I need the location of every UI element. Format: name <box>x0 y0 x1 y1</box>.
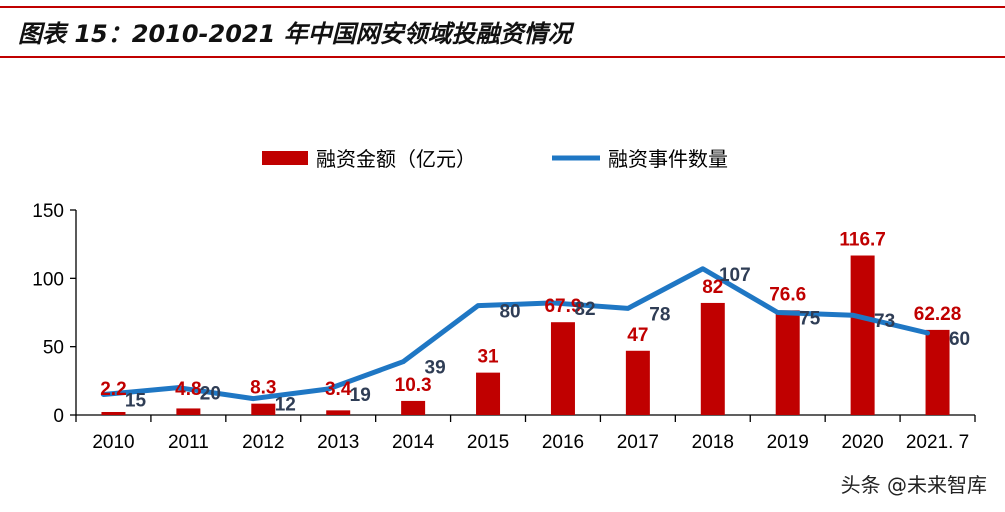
bar-value-label: 31 <box>477 347 499 368</box>
bar-value-label: 3.4 <box>325 379 352 400</box>
line-value-label: 20 <box>200 384 221 405</box>
line-value-label: 60 <box>949 329 970 350</box>
bar-value-label: 67.9 <box>544 296 581 317</box>
legend: 融资金额（亿元） 融资事件数量 <box>262 147 728 171</box>
y-tick-label: 100 <box>32 269 64 290</box>
y-tick-label: 0 <box>53 406 64 427</box>
title-rule <box>0 56 1005 58</box>
line-value-label: 39 <box>425 358 446 379</box>
bar-value-label: 2.2 <box>100 379 126 400</box>
bar-value-label: 116.7 <box>839 230 886 251</box>
count-series-line <box>100 266 931 402</box>
y-tick-label: 150 <box>32 201 64 222</box>
line-value-label: 75 <box>799 309 821 330</box>
bar-value-label: 8.3 <box>250 378 276 399</box>
line-value-label: 15 <box>125 391 147 412</box>
bar-value-label: 62.28 <box>914 304 962 325</box>
bar <box>476 372 501 415</box>
watermark: 头条 @未来智库 <box>840 473 987 497</box>
figure-title: 图表 15：2010-2021 年中国网安领域投融资情况 <box>18 20 572 48</box>
legend-label-bar: 融资金额（亿元） <box>316 147 476 171</box>
x-tick-label: 2021. 7 <box>906 432 969 453</box>
bar <box>401 400 426 415</box>
x-tick-label: 2011 <box>168 432 209 453</box>
bar <box>700 302 725 415</box>
legend-swatch-bar <box>262 151 308 165</box>
bar-value-label: 76.6 <box>769 284 806 305</box>
bar <box>850 255 875 415</box>
x-tick-label: 2010 <box>92 432 134 453</box>
line-value-label: 78 <box>649 304 670 325</box>
bar <box>775 310 800 415</box>
bar-value-label: 82 <box>702 277 723 298</box>
line-value-label: 107 <box>719 265 751 286</box>
x-tick-label: 2018 <box>692 432 734 453</box>
line-value-label: 73 <box>874 311 895 332</box>
bar <box>176 408 201 415</box>
line-value-label: 19 <box>350 385 371 406</box>
line-value-label: 12 <box>275 395 296 416</box>
data-labels: 2.2 4.8 8.3 3.4 10.3 31 67.9 47 82 76.6 116.7 62.28… <box>100 230 970 416</box>
count-line <box>100 266 931 402</box>
bar <box>101 411 126 415</box>
bars <box>101 255 950 415</box>
x-tick-label: 2015 <box>467 432 509 453</box>
bar <box>550 322 575 415</box>
x-tick-label: 2012 <box>242 432 284 453</box>
bar <box>326 410 351 415</box>
x-tick-label: 2016 <box>542 432 584 453</box>
line-value-label: 82 <box>574 299 595 320</box>
bar-value-label: 47 <box>627 325 648 346</box>
line-value-label: 80 <box>499 302 520 323</box>
bar-value-label: 4.8 <box>175 379 201 400</box>
bar-value-label: 10.3 <box>395 375 432 396</box>
top-rule <box>0 6 1005 8</box>
legend-label-line: 融资事件数量 <box>608 147 728 171</box>
x-tick-label: 2020 <box>841 432 883 453</box>
x-tick-label: 2019 <box>767 432 809 453</box>
x-tick-label: 2014 <box>392 432 435 453</box>
x-tick-label: 2017 <box>617 432 659 453</box>
x-tick-label: 2013 <box>317 432 359 453</box>
y-tick-label: 50 <box>43 338 64 359</box>
bar <box>925 329 950 415</box>
bar <box>251 403 276 415</box>
bar <box>625 350 650 415</box>
